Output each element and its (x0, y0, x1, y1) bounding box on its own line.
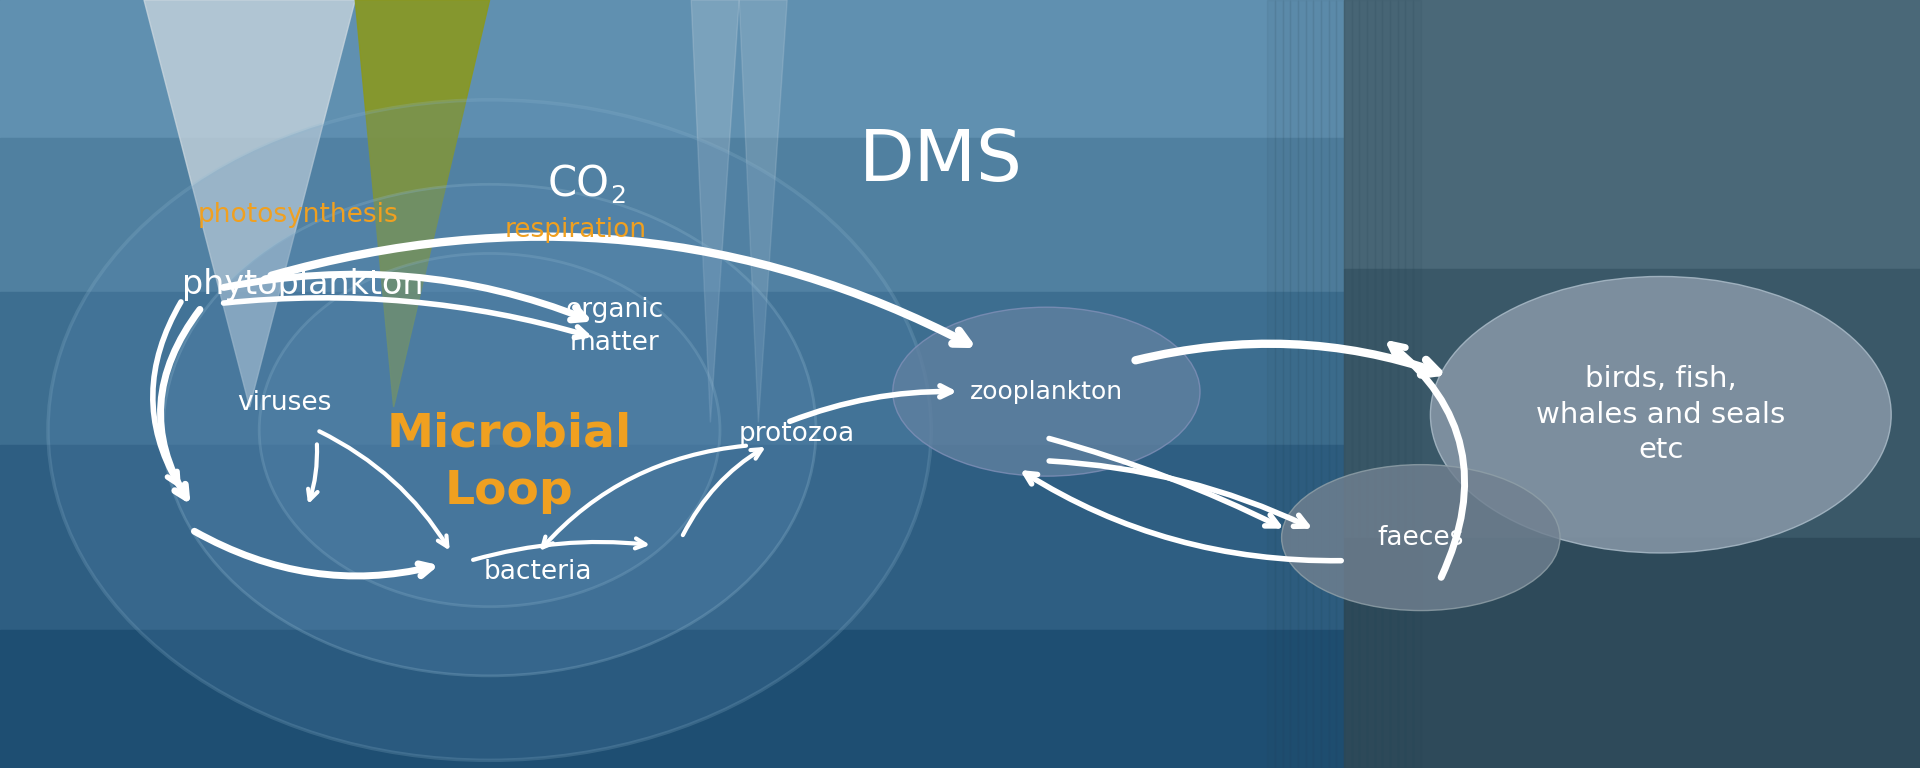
Text: protozoa: protozoa (739, 421, 854, 447)
FancyArrowPatch shape (1390, 345, 1465, 578)
Polygon shape (355, 0, 490, 407)
FancyArrowPatch shape (1048, 461, 1308, 526)
Text: viruses: viruses (236, 390, 332, 416)
Bar (1405, 0, 1413, 768)
Text: DMS: DMS (858, 127, 1023, 196)
Text: respiration: respiration (505, 217, 647, 243)
Bar (0, 292, 1344, 445)
Text: zooplankton: zooplankton (970, 379, 1123, 404)
Bar (1352, 0, 1359, 768)
Bar (1398, 0, 1405, 768)
FancyArrowPatch shape (684, 449, 762, 535)
Bar (0, 630, 1344, 768)
FancyArrowPatch shape (307, 445, 317, 500)
FancyArrowPatch shape (223, 274, 586, 320)
Bar (1336, 0, 1344, 768)
FancyArrowPatch shape (271, 237, 968, 344)
Bar (1375, 0, 1382, 768)
Bar (1413, 0, 1421, 768)
Bar (1344, 0, 1352, 768)
FancyArrowPatch shape (194, 531, 432, 576)
Polygon shape (691, 0, 739, 422)
FancyArrowPatch shape (1135, 344, 1438, 375)
Bar (1329, 0, 1336, 768)
Text: phytoplankton: phytoplankton (182, 268, 424, 300)
Bar (0, 138, 1344, 292)
Bar (0, 0, 1344, 138)
Bar (1275, 0, 1283, 768)
Bar (1321, 0, 1329, 768)
Bar (1344, 0, 1920, 269)
Text: Loop: Loop (444, 469, 574, 514)
Bar (1344, 269, 1920, 538)
FancyArrowPatch shape (1048, 439, 1279, 526)
Bar (1290, 0, 1298, 768)
Text: faeces: faeces (1379, 525, 1463, 551)
Text: CO: CO (547, 164, 609, 205)
Bar (0, 445, 1344, 630)
Bar (1359, 0, 1367, 768)
Bar (1298, 0, 1306, 768)
Polygon shape (144, 0, 355, 407)
FancyArrowPatch shape (543, 445, 747, 548)
FancyArrowPatch shape (154, 302, 180, 484)
Bar (1267, 0, 1275, 768)
Text: birds, fish,
whales and seals
etc: birds, fish, whales and seals etc (1536, 365, 1786, 465)
Text: 2: 2 (611, 184, 626, 208)
Polygon shape (739, 0, 787, 422)
Ellipse shape (893, 307, 1200, 476)
FancyArrowPatch shape (161, 310, 200, 498)
FancyArrowPatch shape (319, 432, 447, 547)
Bar (1390, 0, 1398, 768)
Text: organic
matter: organic matter (564, 297, 664, 356)
FancyArrowPatch shape (223, 298, 588, 338)
Bar (1344, 538, 1920, 768)
Ellipse shape (1283, 465, 1559, 611)
Ellipse shape (163, 184, 816, 676)
Text: bacteria: bacteria (484, 559, 591, 585)
Ellipse shape (1430, 276, 1891, 553)
Ellipse shape (259, 253, 720, 607)
Bar (1306, 0, 1313, 768)
FancyArrowPatch shape (1025, 473, 1342, 561)
Bar (1382, 0, 1390, 768)
Text: Microbial: Microbial (386, 412, 632, 456)
Bar (1367, 0, 1375, 768)
FancyArrowPatch shape (472, 538, 645, 560)
FancyArrowPatch shape (789, 386, 950, 422)
Ellipse shape (48, 100, 931, 760)
Bar (1283, 0, 1290, 768)
Bar (1313, 0, 1321, 768)
Text: photosynthesis: photosynthesis (198, 202, 397, 228)
